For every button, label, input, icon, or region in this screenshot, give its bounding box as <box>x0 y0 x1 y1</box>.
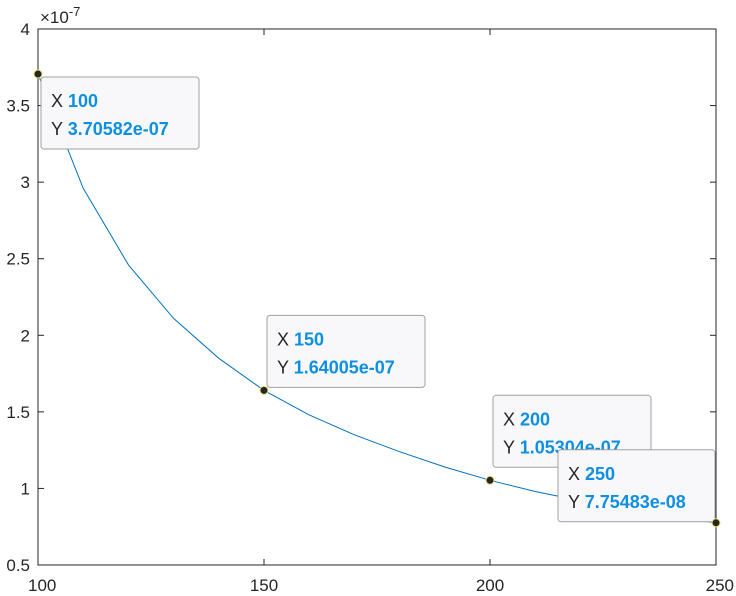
y-exponent-label: ×10-7 <box>40 4 80 27</box>
y-tick-label: 1.5 <box>6 403 30 422</box>
y-exponent-base: ×10 <box>40 8 69 27</box>
datatip-x-value: 250 <box>585 464 615 484</box>
y-tick-label: 1 <box>21 479 30 498</box>
y-tick-label: 4 <box>21 20 30 39</box>
datatip-x-key: X <box>51 91 68 111</box>
datatip-box <box>557 449 716 523</box>
axis-ticks <box>37 28 717 566</box>
datatip-y-row: Y 1.64005e-07 <box>277 357 395 377</box>
datatip-x-row: X 150 <box>277 329 324 349</box>
x-tick-label: 100 <box>28 576 56 595</box>
datatip-marker[interactable] <box>33 69 43 79</box>
datatip-y-key: Y <box>503 437 520 457</box>
datatip-y-row: Y 7.75483e-08 <box>568 492 686 512</box>
datatip-y-value: 1.64005e-07 <box>294 357 395 377</box>
datatip-x-row: X 250 <box>568 464 615 484</box>
datatip-x-key: X <box>277 329 294 349</box>
y-tick-label: 2 <box>21 326 30 345</box>
y-tick-label: 2.5 <box>6 250 30 269</box>
datatip-marker[interactable] <box>711 518 721 528</box>
datatip-y-key: Y <box>51 119 68 139</box>
datatip-x-value: 150 <box>294 329 324 349</box>
x-tick-labels: 100 150 200 250 <box>28 576 734 595</box>
x-tick-label: 150 <box>250 576 278 595</box>
datatip-x-key: X <box>568 464 585 484</box>
datatip-marker[interactable] <box>259 385 269 395</box>
y-tick-label: 3 <box>21 173 30 192</box>
datatip-y-value: 7.75483e-08 <box>585 492 686 512</box>
x-tick-label: 200 <box>476 576 504 595</box>
y-tick-label: 3.5 <box>6 97 30 116</box>
datatip-x-row: X 100 <box>51 91 98 111</box>
datatip-y-row: Y 3.70582e-07 <box>51 119 169 139</box>
datatip-x-row: X 200 <box>503 409 550 429</box>
datatip-y-key: Y <box>568 492 585 512</box>
datatip-y-key: Y <box>277 357 294 377</box>
datatip-x-value: 200 <box>520 409 550 429</box>
y-tick-labels: 0.5 1 1.5 2 2.5 3 3.5 4 <box>6 20 30 575</box>
datatip-y-value: 3.70582e-07 <box>68 119 169 139</box>
datatip-box <box>266 314 426 388</box>
y-exponent-power: -7 <box>69 4 81 19</box>
datatip-x-key: X <box>503 409 520 429</box>
y-tick-label: 0.5 <box>6 556 30 575</box>
datatip-x-value: 100 <box>68 91 98 111</box>
x-tick-label: 250 <box>706 576 734 595</box>
datatip-marker[interactable] <box>485 475 495 485</box>
datatip-box <box>40 76 200 150</box>
